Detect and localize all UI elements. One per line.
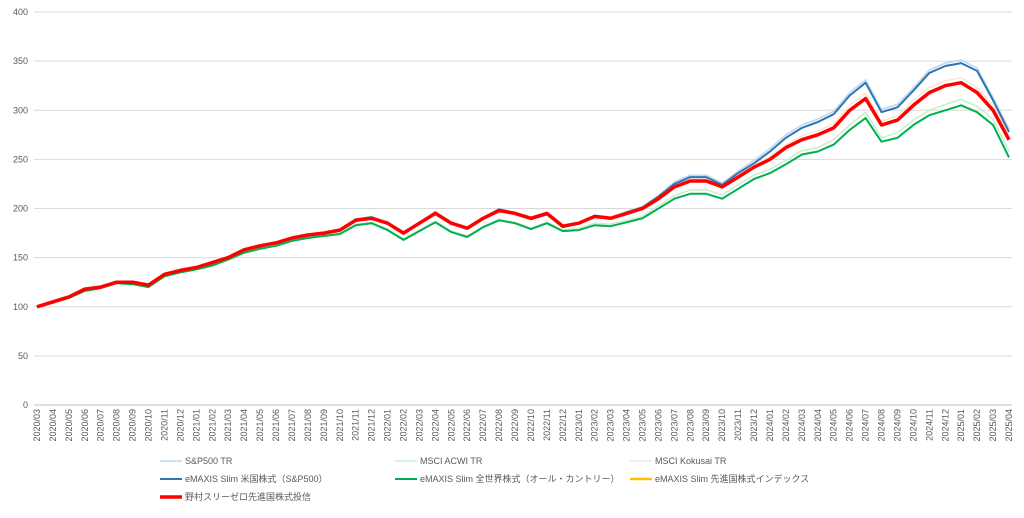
legend-label: S&P500 TR: [185, 456, 233, 466]
y-tick-label: 200: [13, 204, 28, 214]
x-tick-label: 2021/12: [367, 409, 377, 442]
x-tick-label: 2023/03: [606, 409, 616, 442]
x-tick-label: 2025/04: [1004, 409, 1014, 442]
x-tick-label: 2022/08: [494, 409, 504, 442]
y-tick-label: 150: [13, 253, 28, 263]
x-tick-label: 2024/06: [845, 409, 855, 442]
x-tick-label: 2022/02: [398, 409, 408, 442]
x-tick-label: 2021/01: [191, 409, 201, 442]
x-tick-label: 2020/12: [175, 409, 185, 442]
x-tick-label: 2021/09: [319, 409, 329, 442]
legend-label: eMAXIS Slim 米国株式（S&P500）: [185, 473, 328, 484]
x-tick-label: 2025/02: [972, 409, 982, 442]
x-tick-label: 2023/04: [622, 409, 632, 442]
x-tick-label: 2020/08: [112, 409, 122, 442]
x-tick-label: 2024/07: [861, 409, 871, 442]
x-tick-label: 2021/05: [255, 409, 265, 442]
y-tick-label: 100: [13, 302, 28, 312]
x-tick-label: 2022/10: [526, 409, 536, 442]
x-tick-label: 2021/04: [239, 409, 249, 442]
x-tick-label: 2021/11: [351, 409, 361, 441]
series-line: [36, 104, 1010, 308]
x-tick-label: 2020/05: [64, 409, 74, 442]
x-tick-label: 2023/08: [685, 409, 695, 442]
legend-label: eMAXIS Slim 先進国株式インデックス: [655, 473, 809, 484]
x-tick-label: 2021/03: [223, 409, 233, 442]
x-tick-label: 2024/10: [908, 409, 918, 442]
x-tick-label: 2024/02: [781, 409, 791, 442]
x-tick-label: 2022/12: [558, 409, 568, 442]
x-tick-label: 2024/12: [940, 409, 950, 442]
series-line: [36, 80, 1011, 309]
y-tick-label: 300: [13, 105, 28, 115]
x-tick-label: 2025/03: [988, 409, 998, 442]
x-tick-label: 2022/06: [462, 409, 472, 442]
x-tick-label: 2024/08: [877, 409, 887, 442]
x-tick-label: 2023/06: [653, 409, 663, 442]
x-tick-label: 2025/01: [956, 409, 966, 442]
x-tick-label: 2023/10: [717, 409, 727, 442]
y-tick-label: 400: [13, 7, 28, 17]
x-tick-label: 2023/07: [669, 409, 679, 442]
legend-label: 野村スリーゼロ先進国株式投信: [185, 491, 311, 502]
x-tick-label: 2020/07: [96, 409, 106, 442]
x-tick-label: 2022/01: [383, 409, 393, 442]
x-tick-label: 2023/02: [590, 409, 600, 442]
legend-label: MSCI Kokusai TR: [655, 456, 727, 466]
x-tick-label: 2021/06: [271, 409, 281, 442]
x-tick-label: 2020/11: [159, 409, 169, 441]
legend-label: eMAXIS Slim 全世界株式（オール・カントリー）: [420, 473, 620, 484]
y-tick-label: 50: [18, 351, 28, 361]
x-tick-label: 2020/03: [32, 409, 42, 442]
y-tick-label: 350: [13, 56, 28, 66]
x-tick-label: 2020/04: [48, 409, 58, 442]
x-tick-label: 2022/09: [510, 409, 520, 442]
x-tick-label: 2020/09: [128, 409, 138, 442]
x-tick-label: 2023/01: [574, 409, 584, 442]
series-line: [36, 98, 1010, 308]
x-tick-label: 2023/05: [638, 409, 648, 442]
y-tick-label: 0: [23, 400, 28, 410]
y-tick-label: 250: [13, 154, 28, 164]
x-tick-label: 2021/07: [287, 409, 297, 442]
x-tick-label: 2024/05: [829, 409, 839, 442]
x-tick-label: 2022/07: [478, 409, 488, 442]
x-tick-label: 2023/09: [701, 409, 711, 442]
x-tick-label: 2024/09: [892, 409, 902, 442]
x-tick-label: 2024/04: [813, 409, 823, 442]
x-tick-label: 2022/05: [446, 409, 456, 442]
x-tick-label: 2022/03: [414, 409, 424, 442]
x-tick-label: 2024/01: [765, 409, 775, 442]
x-tick-label: 2024/11: [924, 409, 934, 441]
x-tick-label: 2021/10: [335, 409, 345, 442]
x-tick-label: 2020/06: [80, 409, 90, 442]
x-tick-label: 2020/10: [144, 409, 154, 442]
x-tick-label: 2022/11: [542, 409, 552, 441]
x-tick-label: 2024/03: [797, 409, 807, 442]
x-tick-label: 2021/02: [207, 409, 217, 442]
x-tick-label: 2023/11: [733, 409, 743, 441]
x-tick-label: 2021/08: [303, 409, 313, 442]
x-tick-label: 2022/04: [430, 409, 440, 442]
series-line: [36, 81, 1011, 308]
x-tick-label: 2023/12: [749, 409, 759, 442]
legend-label: MSCI ACWI TR: [420, 456, 483, 466]
